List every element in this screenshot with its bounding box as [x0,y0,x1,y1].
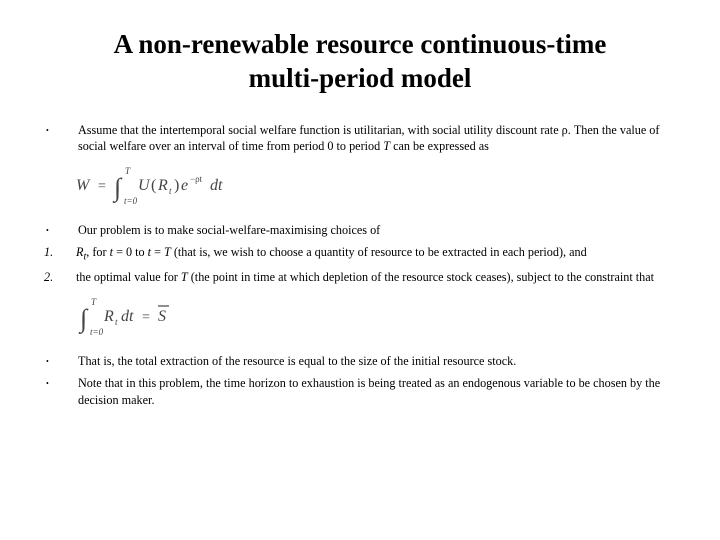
svg-text:(: ( [151,177,156,194]
svg-text:t: t [169,186,172,196]
text-span: = 0 to [113,245,148,259]
italic-T: T [164,245,171,259]
bullet-item-4: • Note that in this problem, the time ho… [44,375,676,408]
bullet-item-3: • That is, the total extraction of the r… [44,353,676,371]
svg-text:t=0: t=0 [124,196,138,206]
slide-title: A non-renewable resource continuous-time… [44,28,676,96]
svg-text:): ) [174,177,179,194]
svg-text:R: R [103,308,114,325]
svg-text:−ρt: −ρt [190,174,203,184]
svg-text:=: = [142,310,150,325]
title-line-2: multi-period model [249,63,472,93]
svg-text:∫: ∫ [112,173,123,203]
bullet-marker: • [44,353,78,371]
text-span: Assume that the intertemporal social wel… [78,123,659,153]
bullet-item-1: • Assume that the intertemporal social w… [44,122,676,155]
text-span: can be expressed as [390,139,489,153]
svg-text:t: t [115,317,118,327]
svg-text:W: W [76,177,91,194]
bullet-marker: • [44,375,78,393]
number-marker-2: 2. [44,269,76,285]
numbered-text-1: Rt, for t = 0 to t = T (that is, we wish… [76,244,676,264]
svg-text:T: T [125,166,131,176]
bullet-marker: • [44,122,78,140]
title-line-1: A non-renewable resource continuous-time [114,29,607,59]
text-span: (the point in time at which depletion of… [188,270,654,284]
text-span: the optimal value for [76,270,181,284]
svg-text:=: = [98,179,106,194]
svg-text:R: R [157,177,168,194]
svg-text:U: U [138,177,151,194]
bullet-text-4: Note that in this problem, the time hori… [78,375,676,408]
svg-text:∫: ∫ [78,304,89,334]
bullet-marker: • [44,222,78,240]
numbered-item-2: 2. the optimal value for T (the point in… [44,269,676,285]
formula-welfare: W = ∫ T t=0 U ( R t ) e −ρt dt [76,164,676,206]
bullet-text-2: Our problem is to make social-welfare-ma… [78,222,676,238]
svg-text:e: e [181,177,188,194]
svg-text:dt: dt [210,177,223,194]
svg-text:dt: dt [121,308,134,325]
bullet-text-1: Assume that the intertemporal social wel… [78,122,676,155]
number-marker-1: 1. [44,244,76,260]
text-span: , for [86,245,109,259]
slide: A non-renewable resource continuous-time… [0,0,720,540]
formula-constraint: ∫ T t=0 R t dt = S [76,295,676,337]
svg-text:S: S [158,308,166,325]
svg-text:t=0: t=0 [90,327,104,337]
numbered-item-1: 1. Rt, for t = 0 to t = T (that is, we w… [44,244,676,264]
text-span: = [151,245,164,259]
bullet-text-3: That is, the total extraction of the res… [78,353,676,369]
italic-T: T [181,270,188,284]
svg-text:T: T [91,297,97,307]
numbered-text-2: the optimal value for T (the point in ti… [76,269,676,285]
bullet-item-2: • Our problem is to make social-welfare-… [44,222,676,240]
text-span: (that is, we wish to choose a quantity o… [171,245,587,259]
